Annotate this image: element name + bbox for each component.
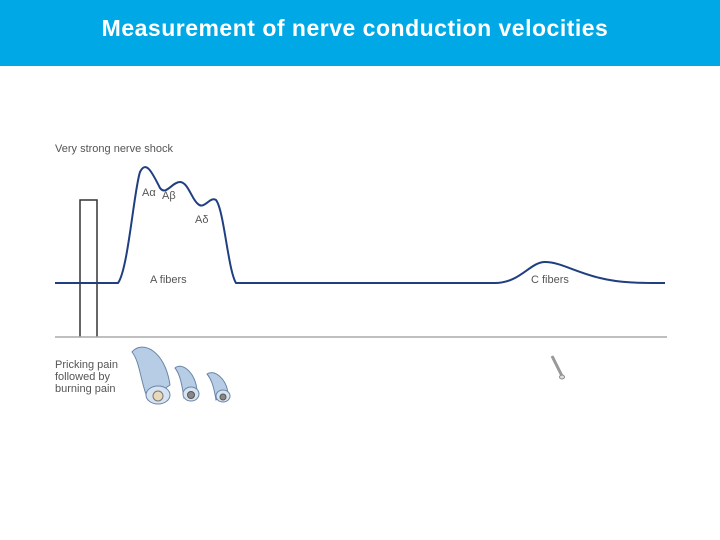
fiber-group-label: A fibers (150, 274, 187, 286)
peak-label: Aβ (162, 190, 176, 202)
header-bar: Measurement of nerve conduction velociti… (0, 0, 720, 66)
fiber-icon (131, 346, 171, 405)
fiber-icon (174, 365, 200, 402)
sensation-label: Pricking pain (55, 359, 118, 371)
fiber-group-label: C fibers (531, 274, 569, 286)
compound-action-potential (55, 166, 666, 284)
stimulus-pulse (79, 199, 98, 337)
sensation-label: followed by (55, 371, 111, 383)
peak-label: Aα (142, 187, 156, 199)
c-fiber-icon (550, 355, 565, 380)
fiber-icon (206, 372, 231, 403)
slide-title: Measurement of nerve conduction velociti… (101, 15, 609, 41)
peak-label: Aδ (195, 214, 208, 226)
stimulus-label: Very strong nerve shock (55, 143, 174, 155)
sensation-label: burning pain (55, 383, 116, 395)
